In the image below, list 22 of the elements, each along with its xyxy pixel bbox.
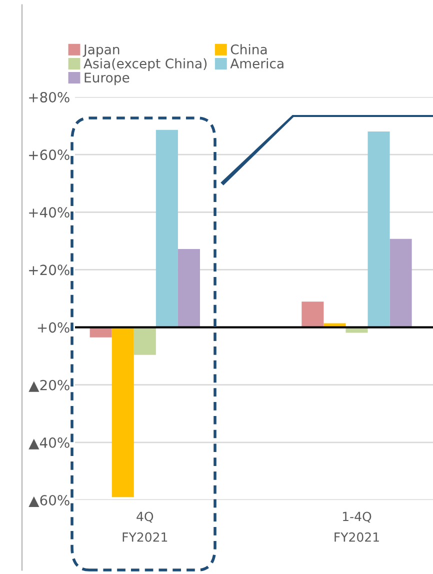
x-tick-label: 1-4Q FY2021 (334, 512, 379, 542)
bar (156, 130, 178, 328)
bar (368, 132, 390, 328)
y-tick-label: +40% (29, 207, 70, 218)
y-tick-label: ▲20% (28, 380, 70, 392)
bar (134, 327, 156, 355)
legend-label: Europe (84, 72, 130, 86)
bar (178, 248, 200, 328)
y-tick-label: +80% (29, 92, 70, 102)
y-tick-label: +60% (29, 150, 70, 160)
legend-label: China (230, 44, 267, 54)
y-tick-label: +20% (29, 264, 70, 276)
bar (112, 327, 134, 498)
legend-label: America (230, 58, 284, 68)
bar (390, 238, 412, 328)
y-tick-label: +0% (38, 322, 70, 333)
y-tick-label: ▲60% (28, 494, 70, 507)
y-tick-label: ▲40% (28, 437, 70, 450)
legend-label: Asia(except China) (84, 58, 207, 72)
x-tick-label: 4Q FY2021 (122, 512, 168, 542)
bar (302, 302, 324, 328)
legend-label: Japan (82, 44, 120, 57)
